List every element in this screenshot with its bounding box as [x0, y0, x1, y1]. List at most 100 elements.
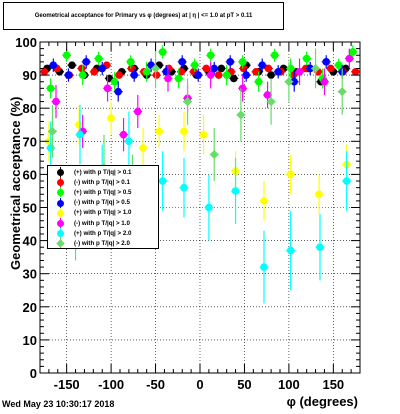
data-point	[254, 77, 263, 86]
legend-entry: (+) with p T/|q| > 0.5	[48, 187, 158, 198]
data-point	[90, 67, 99, 76]
data-point	[62, 51, 71, 60]
data-point	[40, 67, 49, 76]
data-point	[236, 110, 246, 120]
x-tick-label: 100	[278, 377, 300, 392]
y-tick-label: 0	[30, 366, 37, 381]
x-tick-label: 50	[237, 377, 251, 392]
legend-entry: (-) with p T/|q| > 0.1	[48, 177, 158, 188]
data-point	[139, 144, 147, 152]
data-point	[342, 177, 351, 185]
data-point	[289, 71, 298, 79]
legend-marker	[48, 167, 74, 178]
data-point	[290, 77, 299, 86]
data-point	[52, 97, 60, 106]
data-point	[351, 67, 360, 76]
data-point	[164, 74, 172, 83]
y-tick-label: 70	[23, 134, 37, 149]
data-point	[286, 170, 295, 179]
legend-label: (+) with p T/|q| > 2.0	[74, 229, 132, 237]
data-point	[326, 64, 335, 73]
data-point	[242, 71, 251, 79]
x-tick-label: 0	[196, 377, 203, 392]
y-tick-label: 60	[23, 167, 37, 182]
legend-entry: (+) with p T/|q| > 0.1	[48, 167, 158, 178]
data-point	[180, 183, 188, 192]
data-point	[114, 87, 123, 96]
data-point	[267, 71, 275, 79]
data-point	[130, 71, 139, 79]
legend-marker	[48, 187, 74, 198]
y-tick-label: 40	[23, 234, 37, 249]
data-point	[284, 77, 294, 87]
data-point	[274, 67, 283, 76]
y-tick-label: 20	[23, 300, 37, 315]
chart-title-box: Geometrical acceptance for Primary vs φ …	[3, 2, 284, 30]
data-point	[229, 74, 238, 83]
data-point	[306, 64, 315, 73]
legend-entry: (-) with p T/|q| > 1.0	[48, 218, 158, 229]
data-point	[94, 54, 103, 63]
data-point	[349, 48, 357, 56]
data-point	[286, 246, 295, 255]
legend-label: (+) with p T/|q| > 0.1	[74, 168, 132, 176]
legend-label: (+) with p T/|q| > 1.0	[74, 209, 132, 217]
x-axis-label: φ (degrees)	[287, 394, 358, 409]
data-point	[239, 64, 248, 73]
x-tick-label: -150	[54, 377, 80, 392]
data-point	[155, 127, 163, 136]
data-point	[202, 64, 211, 73]
data-point	[322, 58, 331, 66]
data-point	[217, 64, 226, 73]
data-point	[206, 71, 215, 79]
legend: (+) with p T/|q| > 0.1 (-) with p T/|q| >…	[47, 165, 159, 249]
data-point	[152, 71, 161, 79]
data-point	[320, 77, 329, 86]
data-point	[210, 64, 219, 73]
legend-label: (-) with p T/|q| > 0.1	[74, 178, 130, 186]
legend-entry: (-) with p T/|q| > 0.5	[48, 197, 158, 208]
data-point	[190, 61, 199, 69]
data-point	[295, 67, 304, 76]
data-point	[337, 87, 347, 97]
legend-marker	[48, 177, 74, 188]
data-point	[206, 51, 215, 60]
data-point	[302, 54, 311, 63]
data-point	[103, 84, 112, 93]
data-point	[177, 67, 186, 76]
y-tick-label: 90	[23, 68, 37, 83]
data-point	[125, 137, 133, 146]
y-tick-label: 50	[23, 201, 37, 216]
data-point	[252, 67, 260, 76]
legend-entry: (+) with p T/|q| > 1.0	[48, 207, 158, 218]
legend-entry: (-) with p T/|q| > 2.0	[48, 238, 158, 249]
data-point	[64, 71, 73, 79]
data-point	[151, 63, 161, 73]
legend-entry: (+) with p T/|q| > 2.0	[48, 228, 158, 239]
data-point	[46, 144, 55, 152]
legend-marker	[48, 218, 74, 229]
data-point	[133, 107, 142, 116]
legend-marker	[48, 228, 74, 239]
y-axis-label: Geometrical acceptance (%)	[8, 97, 23, 270]
data-point	[311, 63, 321, 73]
data-point	[110, 77, 119, 86]
data-point	[174, 74, 183, 83]
legend-label: (-) with p T/|q| > 0.5	[74, 199, 130, 207]
data-point	[162, 67, 171, 76]
data-point	[194, 71, 203, 79]
y-tick-label: 80	[23, 101, 37, 116]
data-point	[214, 71, 223, 79]
timestamp-footer: Wed May 23 10:30:17 2018	[2, 399, 115, 409]
legend-label: (-) with p T/|q| > 2.0	[74, 239, 130, 247]
data-point	[127, 64, 136, 73]
data-point	[209, 150, 219, 160]
data-point	[266, 97, 276, 107]
data-point	[46, 84, 55, 93]
data-point	[345, 54, 354, 63]
data-point	[199, 130, 208, 139]
data-point	[270, 51, 279, 60]
data-point	[68, 61, 76, 69]
data-point	[238, 58, 247, 66]
